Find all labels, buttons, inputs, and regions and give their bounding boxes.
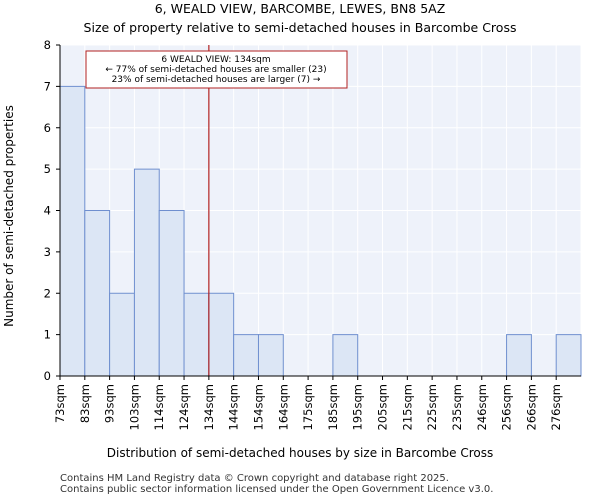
annotation-line-3: 23% of semi-detached houses are larger (… [112,75,321,85]
bar [555,334,582,377]
x-tick-label: 266sqm [524,384,538,430]
x-axis-label: Distribution of semi-detached houses by … [107,446,493,460]
bar [158,210,185,377]
bar [506,334,532,377]
bar [183,292,210,377]
y-tick-label: 6 [44,121,51,135]
x-tick-label: 205sqm [376,384,390,430]
axes: 0 1 2 3 4 5 6 7 8 73sqm 83sqm 93sqm 103sqm 114sqm 124s… [44,38,581,430]
x-tick-label: 185sqm [326,384,340,430]
y-axis-label: Number of semi-detached properties [2,105,16,327]
y-tick-label: 5 [44,162,51,176]
y-tick-label: 3 [44,245,51,259]
x-tick-label: 154sqm [251,384,265,430]
bar [84,210,111,377]
x-tick-label: 83sqm [78,384,92,423]
x-tick-label: 246sqm [475,384,489,430]
x-tick-label: 124sqm [177,384,191,430]
x-tick-label: 256sqm [500,384,514,430]
y-tick-label: 2 [44,286,51,300]
y-tick-label: 0 [44,369,51,383]
bar [59,85,86,377]
bar [332,334,359,377]
y-tick-label: 1 [44,328,51,342]
x-tick-label: 114sqm [152,384,166,430]
x-tick-label: 164sqm [276,384,290,430]
x-tick-label: 103sqm [127,384,141,430]
x-tick-label: 276sqm [549,384,563,430]
annotation-box: 6 WEALD VIEW: 134sqm ← 77% of semi-detac… [85,50,348,89]
annotation-line-2: ← 77% of semi-detached houses are smalle… [105,65,326,75]
x-tick-label: 144sqm [227,384,241,430]
chart-subtitle: Size of property relative to semi-detach… [84,20,517,35]
x-tick-label: 215sqm [400,384,414,430]
bar [109,292,135,377]
x-tick-label: 235sqm [450,384,464,430]
bar [208,292,235,377]
x-tick-label: 73sqm [53,384,67,423]
x-tick-label: 195sqm [351,384,365,430]
bar [233,334,259,377]
y-tick-label: 7 [44,79,51,93]
footer-line-2: Contains public sector information licen… [60,484,494,495]
x-tick-label: 225sqm [425,384,439,430]
x-tick-label: 175sqm [301,384,315,430]
footer-line-1: Contains HM Land Registry data © Crown c… [60,473,449,484]
annotation-line-1: 6 WEALD VIEW: 134sqm [161,55,270,65]
bars [59,85,582,377]
x-tick-label: 134sqm [202,384,216,430]
y-tick-label: 4 [44,204,51,218]
x-tick-label: 93sqm [103,384,117,423]
chart-title: 6, WEALD VIEW, BARCOMBE, LEWES, BN8 5AZ [155,1,446,16]
y-tick-label: 8 [44,38,51,52]
bar [257,334,284,377]
bar [133,168,160,377]
